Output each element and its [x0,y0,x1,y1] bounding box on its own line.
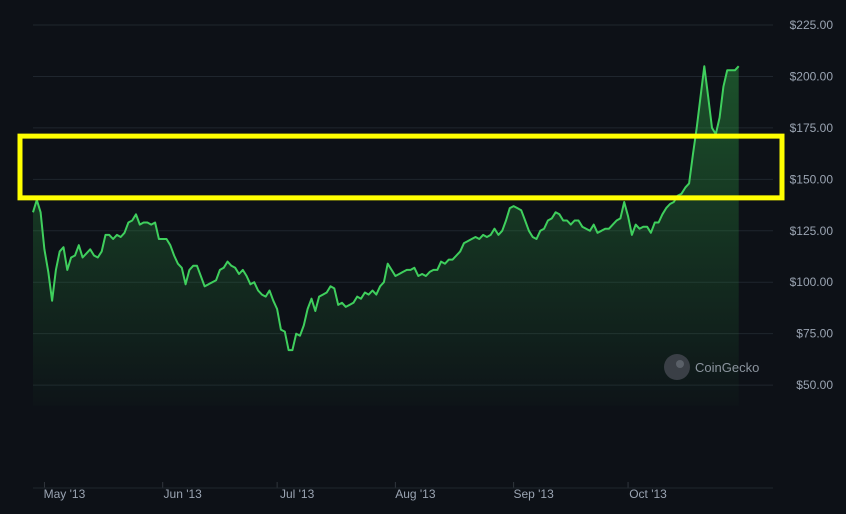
y-tick-label: $150.00 [790,172,834,186]
y-tick-label: $125.00 [790,224,834,238]
coingecko-logo-icon [664,354,690,380]
x-axis: May '13 Jun '13 Jul '13 Aug '13 Sep '13 Oct '… [33,482,773,501]
line-layer [32,65,740,352]
highlight-layer [17,133,785,201]
coingecko-logo-eye-icon [676,360,684,368]
x-tick-label: Jul '13 [280,487,315,501]
series-area [33,66,739,406]
y-tick-label: $175.00 [790,121,834,135]
y-tick-label: $200.00 [790,69,834,83]
y-axis: $50.00 $75.00 $100.00 $125.00 $150.00 $175.00… [790,18,834,392]
x-tick-label: Oct '13 [629,487,667,501]
series-line [32,65,740,352]
watermark-text: CoinGecko [695,360,759,375]
y-tick-label: $75.00 [796,327,833,341]
x-tick-label: Sep '13 [513,487,554,501]
highlight-box [17,133,785,201]
y-tick-label: $100.00 [790,275,834,289]
area-layer [33,66,739,406]
x-tick-label: May '13 [44,487,86,501]
x-tick-label: Aug '13 [395,487,436,501]
y-tick-label: $225.00 [790,18,834,32]
watermark: CoinGecko [664,354,759,380]
y-tick-label: $50.00 [796,378,833,392]
x-tick-label: Jun '13 [164,487,203,501]
